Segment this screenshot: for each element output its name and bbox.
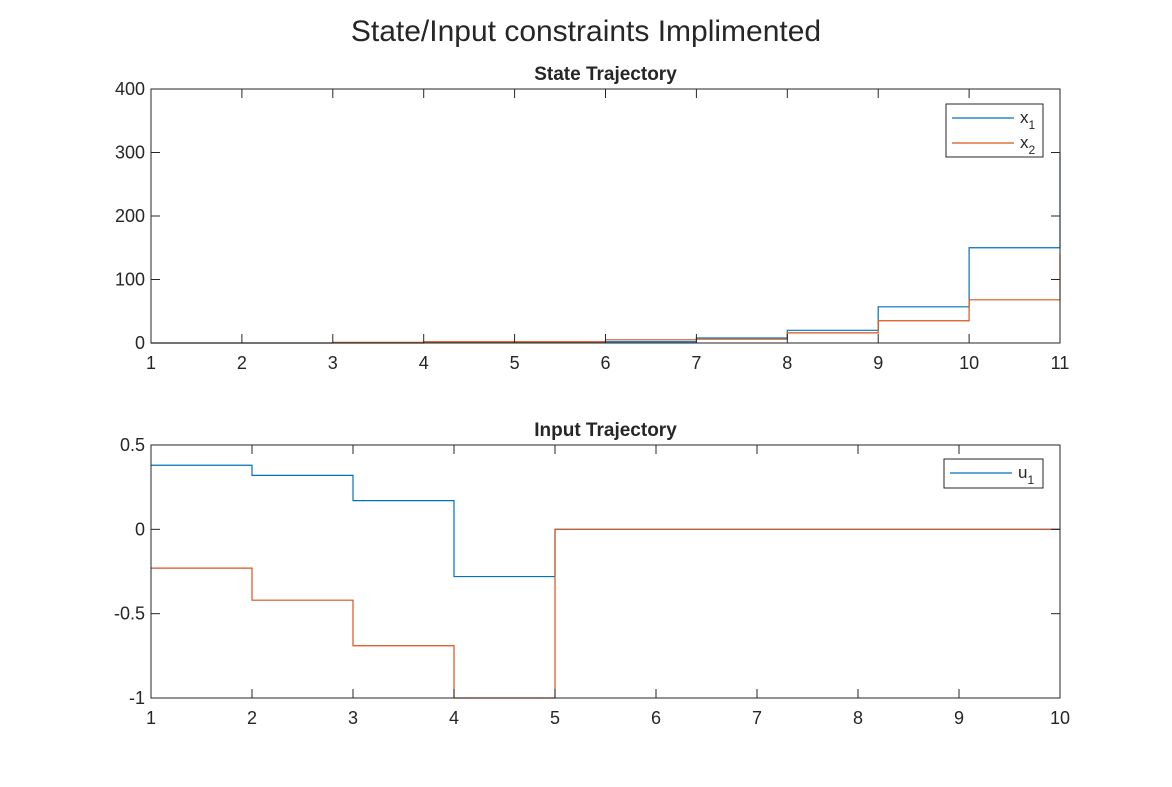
state-xtick-label: 3	[328, 353, 338, 373]
state-ytick-label: 200	[115, 206, 145, 226]
input-xtick-label: 8	[853, 708, 863, 728]
input-ytick-label: -0.5	[114, 604, 145, 624]
state-ytick-label: 0	[135, 333, 145, 353]
state-xtick-label: 10	[959, 353, 979, 373]
state-xtick-label: 8	[782, 353, 792, 373]
state-plot-area	[151, 89, 1060, 343]
state-xtick-label: 11	[1051, 353, 1070, 373]
input-xtick-label: 9	[954, 708, 964, 728]
state-axes-title: State Trajectory	[534, 64, 677, 85]
state-xtick-label: 9	[873, 353, 883, 373]
state-ytick-label: 300	[115, 143, 145, 163]
input-xtick-label: 6	[651, 708, 661, 728]
state-ytick-label: 100	[115, 270, 145, 290]
state-trajectory-plot: 1 2 3 4 5 6 7 8 9 10 11 0 100 200 300 400 State Trajecto…	[115, 64, 1069, 373]
input-ytick-label: -1	[129, 688, 145, 708]
figure-title: State/Input constraints Implimented	[351, 15, 821, 48]
state-xtick-label: 5	[510, 353, 520, 373]
input-ytick-label: 0.5	[120, 435, 145, 455]
state-legend-box	[945, 103, 1044, 158]
state-ytick-label: 400	[115, 79, 145, 99]
input-xtick-label: 7	[752, 708, 762, 728]
input-xtick-label: 10	[1050, 708, 1070, 728]
input-xtick-label: 4	[449, 708, 459, 728]
state-xtick-label: 1	[146, 353, 156, 373]
input-axes-title: Input Trajectory	[534, 420, 677, 441]
input-xtick-label: 5	[550, 708, 560, 728]
state-xtick-label: 6	[600, 353, 610, 373]
state-xtick-label: 4	[419, 353, 429, 373]
input-xtick-label: 1	[146, 708, 156, 728]
input-xtick-label: 3	[348, 708, 358, 728]
input-ytick-label: 0	[135, 519, 145, 539]
input-axes-box	[150, 444, 1061, 699]
state-xtick-label: 2	[237, 353, 247, 373]
input-plot-area	[151, 445, 1060, 698]
input-xtick-label: 2	[247, 708, 257, 728]
state-xtick-label: 7	[691, 353, 701, 373]
